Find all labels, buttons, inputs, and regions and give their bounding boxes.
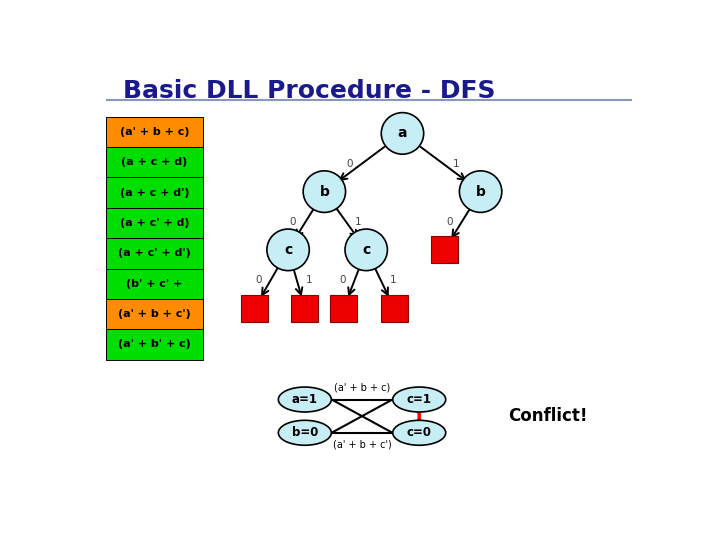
Bar: [431, 237, 458, 264]
Text: c: c: [362, 243, 370, 257]
Text: (a + c + d'): (a + c + d'): [120, 188, 189, 198]
Text: b: b: [320, 185, 329, 199]
Text: a: a: [397, 126, 408, 140]
Bar: [241, 294, 268, 321]
Text: (a' + b' + c): (a' + b' + c): [118, 340, 191, 349]
Bar: [106, 178, 203, 208]
Text: (a' + b + c): (a' + b + c): [334, 382, 390, 392]
Text: 1: 1: [390, 275, 397, 286]
Text: (a + c' + d): (a + c' + d): [120, 218, 189, 228]
Ellipse shape: [392, 387, 446, 412]
Ellipse shape: [392, 420, 446, 445]
Text: 0: 0: [255, 275, 261, 286]
Text: (a + c' + d'): (a + c' + d'): [118, 248, 191, 258]
Ellipse shape: [382, 113, 423, 154]
Bar: [106, 208, 203, 238]
Ellipse shape: [303, 171, 346, 212]
Text: a=1: a=1: [292, 393, 318, 406]
Bar: [106, 238, 203, 268]
Text: Basic DLL Procedure - DFS: Basic DLL Procedure - DFS: [124, 79, 496, 103]
Bar: [381, 294, 408, 321]
Text: (a' + b + c): (a' + b + c): [120, 127, 189, 137]
Text: (b' + c' +: (b' + c' +: [126, 279, 183, 289]
Bar: [106, 329, 203, 360]
Ellipse shape: [279, 387, 331, 412]
Text: c: c: [284, 243, 292, 257]
Text: c=1: c=1: [407, 393, 432, 406]
Bar: [330, 294, 357, 321]
Ellipse shape: [459, 171, 502, 212]
Text: c=0: c=0: [407, 426, 432, 439]
Bar: [292, 294, 318, 321]
Bar: [106, 147, 203, 178]
Text: 0: 0: [346, 159, 353, 169]
Text: 1: 1: [355, 217, 362, 227]
Text: b: b: [476, 185, 485, 199]
Text: 0: 0: [446, 217, 453, 227]
Text: 1: 1: [452, 159, 459, 169]
Text: (a' + b + c'): (a' + b + c'): [118, 309, 191, 319]
Bar: [106, 299, 203, 329]
Text: 1: 1: [306, 275, 312, 286]
Ellipse shape: [267, 229, 310, 271]
Text: (a + c + d): (a + c + d): [122, 157, 188, 167]
Text: (a' + b + c'): (a' + b + c'): [333, 440, 392, 449]
Text: b=0: b=0: [292, 426, 318, 439]
Ellipse shape: [279, 420, 331, 445]
Text: 0: 0: [339, 275, 346, 286]
Bar: [106, 268, 203, 299]
Bar: [106, 117, 203, 147]
Text: Conflict!: Conflict!: [508, 407, 588, 425]
Ellipse shape: [345, 229, 387, 271]
Text: 0: 0: [289, 217, 297, 227]
